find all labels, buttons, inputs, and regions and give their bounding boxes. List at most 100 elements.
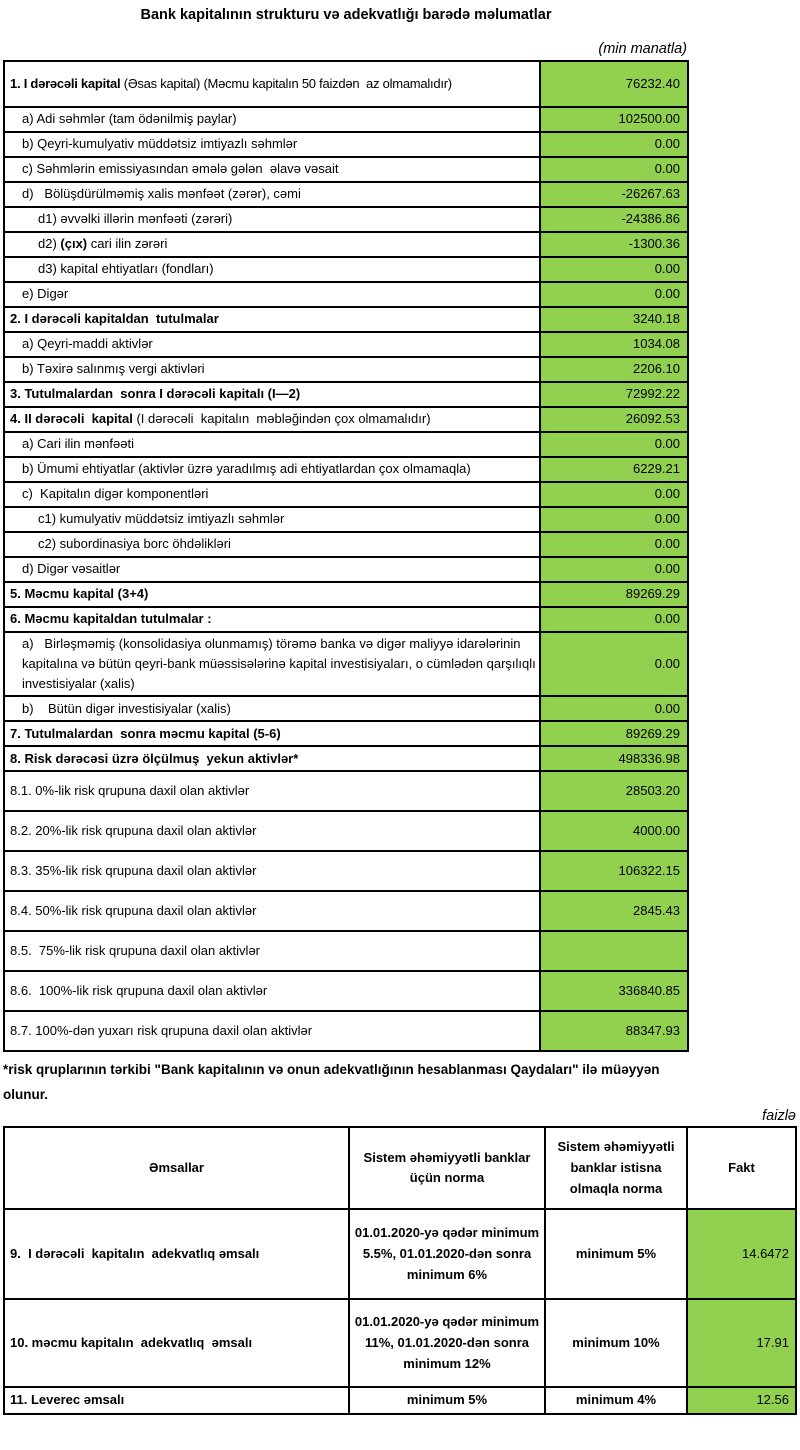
value-cell: 3240.18 [541,308,687,331]
norm-systemic-cell: 01.01.2020-yə qədər minimum 11%, 01.01.2… [348,1298,544,1387]
table-row: b) Bütün digər investisiyalar (xalis) 0.… [5,695,687,721]
label-cell: 8.5. 75%-lik risk qrupuna daxil olan akt… [5,932,541,971]
value-cell: 1034.08 [541,333,687,356]
table-row: d) Bölüşdürülməmiş xalis mənfəət (zərər)… [5,181,687,206]
norm-other-cell: minimum 10% [544,1298,686,1387]
table-row: d3) kapital ehtiyatları (fondları) 0.00 [5,256,687,281]
label-cell: 7. Tutulmalardan sonra məcmu kapital (5-… [5,722,541,746]
table-row: d) Digər vəsaitlər 0.00 [5,556,687,581]
header-cell-coefficients: Əmsallar [149,1160,204,1176]
table-row: 3. Tutulmalardan sonra I dərəcəli kapita… [5,381,687,406]
label-cell: 8.6. 100%-lik risk qrupuna daxil olan ak… [5,972,541,1011]
value-cell: 106322.15 [541,852,687,891]
value-cell: 28503.20 [541,772,687,811]
ratio-label-cell: 10. məcmu kapitalın adekvatlıq əmsalı [5,1298,348,1386]
label-cell: b) Ümumi ehtiyatlar (aktivlər üzrə yarad… [5,458,541,481]
label-cell: 6. Məcmu kapitaldan tutulmalar : [5,608,541,631]
value-cell: 0.00 [541,608,687,631]
table-row: 8.6. 100%-lik risk qrupuna daxil olan ak… [5,970,687,1011]
table-row: 8.5. 75%-lik risk qrupuna daxil olan akt… [5,930,687,971]
label-cell: 5. Məcmu kapital (3+4) [5,583,541,606]
label-cell: 4. II dərəcəli kapital (I dərəcəli kapit… [5,408,541,431]
table-row: b) Qeyri-kumulyativ müddətsiz imtiyazlı … [5,131,687,156]
label-cell: a) Qeyri-maddi aktivlər [5,333,541,356]
label-cell: e) Digər [5,283,541,306]
row-label: (I dərəcəli kapitalın məbləğindən çox ol… [132,411,431,427]
label-cell: b) Bütün digər investisiyalar (xalis) [5,697,541,721]
label-cell: b) Qeyri-kumulyativ müddətsiz imtiyazlı … [5,133,541,156]
value-cell: 88347.93 [541,1012,687,1051]
norm-other-cell: minimum 4% [544,1386,686,1414]
table-row: 8.7. 100%-dən yuxarı risk qrupuna daxil … [5,1010,687,1051]
table-row: 7. Tutulmalardan sonra məcmu kapital (5-… [5,720,687,746]
value-cell: 89269.29 [541,583,687,606]
value-cell: 0.00 [541,158,687,181]
norm-systemic-cell: minimum 5% [348,1386,544,1414]
label-cell: a) Birləşməmiş (konsolidasiya olunmamış)… [5,633,541,696]
table-row: a) Birləşməmiş (konsolidasiya olunmamış)… [5,631,687,696]
ratio-label-cell: 11. Leverec əmsalı [5,1386,348,1413]
label-cell: d) Bölüşdürülməmiş xalis mənfəət (zərər)… [5,183,541,206]
header-cell-systemic-norm: Sistem əhəmiyyətli banklar üçün norma [348,1128,544,1209]
row-label: b) Ümumi ehtiyatlar (aktivlər üzrə yarad… [22,461,471,477]
label-cell: 8.3. 35%-lik risk qrupuna daxil olan akt… [5,852,541,891]
table-row: 8.4. 50%-lik risk qrupuna daxil olan akt… [5,890,687,931]
label-cell: c1) kumulyativ müddətsiz imtiyazlı səhml… [5,508,541,531]
value-cell: 89269.29 [541,722,687,746]
label-cell: a) Adi səhmlər (tam ödənilmiş paylar) [5,108,541,131]
value-cell: 102500.00 [541,108,687,131]
capital-table: 1. I dərəcəli kapital (Əsas kapital) (Mə… [3,60,689,1053]
label-cell: 2. I dərəcəli kapitaldan tutulmalar [5,308,541,331]
label-cell: 1. I dərəcəli kapital (Əsas kapital) (Mə… [5,62,541,106]
row-label-bold: 1. I dərəcəli kapital [10,75,121,91]
value-cell: 0.00 [541,433,687,456]
row-label-bold: (çıx) [60,236,88,252]
percent-note: faizlə [762,1108,796,1125]
table-row: 1. I dərəcəli kapital (Əsas kapital) (Mə… [5,62,687,106]
fact-cell: 14.6472 [686,1208,795,1299]
label-cell: 8.4. 50%-lik risk qrupuna daxil olan akt… [5,892,541,931]
value-cell: 0.00 [541,283,687,306]
header-cell-fact: Fakt [686,1128,795,1209]
label-cell: c2) subordinasiya borc öhdəlikləri [5,533,541,556]
value-cell: 0.00 [541,133,687,156]
value-cell: 0.00 [541,508,687,531]
value-cell: 2845.43 [541,892,687,931]
value-cell: 26092.53 [541,408,687,431]
value-cell: 0.00 [541,558,687,581]
label-cell: 8. Risk dərəcəsi üzrə ölçülmuş yekun akt… [5,747,541,771]
value-cell: 0.00 [541,633,687,696]
value-cell: 0.00 [541,697,687,721]
label-cell: d) Digər vəsaitlər [5,558,541,581]
value-cell: 6229.21 [541,458,687,481]
label-cell: d1) əvvəlki illərin mənfəəti (zərəri) [5,208,541,231]
row-label: cari ilin zərəri [87,236,168,252]
norm-other-cell: minimum 5% [544,1208,686,1299]
value-cell: 4000.00 [541,812,687,851]
table-row: 8.2. 20%-lik risk qrupuna daxil olan akt… [5,810,687,851]
unit-note: (min manatla) [598,41,687,57]
value-cell: 0.00 [541,258,687,281]
report-page: Bank kapitalının strukturu və adekvatlığ… [3,7,797,1416]
table-row: d2) (çıx) cari ilin zərəri -1300.36 [5,231,687,256]
table-row: c1) kumulyativ müddətsiz imtiyazlı səhml… [5,506,687,531]
label-cell: c) Kapitalın digər komponentləri [5,483,541,506]
value-cell: 336840.85 [541,972,687,1011]
table-row: 8.3. 35%-lik risk qrupuna daxil olan akt… [5,850,687,891]
footnote: *risk qruplarının tərkibi "Bank kapitalı… [3,1062,664,1103]
table-row: c) Səhmlərin emissiyasından əmələ gələn … [5,156,687,181]
value-cell [541,932,687,971]
label-cell: d3) kapital ehtiyatları (fondları) [5,258,541,281]
table-row: c2) subordinasiya borc öhdəlikləri 0.00 [5,531,687,556]
table-row: d1) əvvəlki illərin mənfəəti (zərəri) -2… [5,206,687,231]
table-row: e) Digər 0.00 [5,281,687,306]
table-row: 2. I dərəcəli kapitaldan tutulmalar 3240… [5,306,687,331]
table-row: b) Ümumi ehtiyatlar (aktivlər üzrə yarad… [5,456,687,481]
table-row: 8.1. 0%-lik risk qrupuna daxil olan akti… [5,770,687,811]
row-label: (Əsas kapital) (Məcmu kapitalın 50 faizd… [120,75,452,91]
fact-cell: 17.91 [686,1298,795,1387]
value-cell: 72992.22 [541,383,687,406]
page-title: Bank kapitalının strukturu və adekvatlığ… [140,7,552,23]
table-row: c) Kapitalın digər komponentləri 0.00 [5,481,687,506]
label-cell: d2) (çıx) cari ilin zərəri [5,233,541,256]
